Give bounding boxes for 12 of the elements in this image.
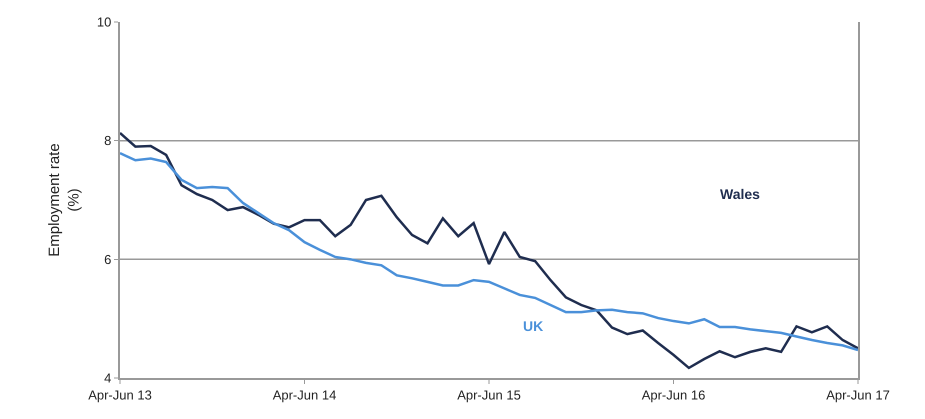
y-tick-label: 8	[104, 133, 112, 148]
x-tick-label: Apr-Jun 13	[88, 388, 152, 403]
y-axis-title: Employment rate (%)	[46, 143, 83, 257]
x-tick-label: Apr-Jun 17	[826, 388, 890, 403]
y-tick-label: 6	[104, 252, 112, 267]
y-tick-label: 4	[104, 370, 112, 386]
series-label: UK	[523, 318, 544, 334]
y-tick-label: 10	[96, 14, 112, 30]
text: Wales	[720, 186, 760, 202]
x-tick-label: Apr-Jun 14	[272, 388, 336, 403]
x-tick-label: Apr-Jun 15	[457, 388, 521, 403]
x-tick-label: Apr-Jun 16	[642, 388, 706, 403]
